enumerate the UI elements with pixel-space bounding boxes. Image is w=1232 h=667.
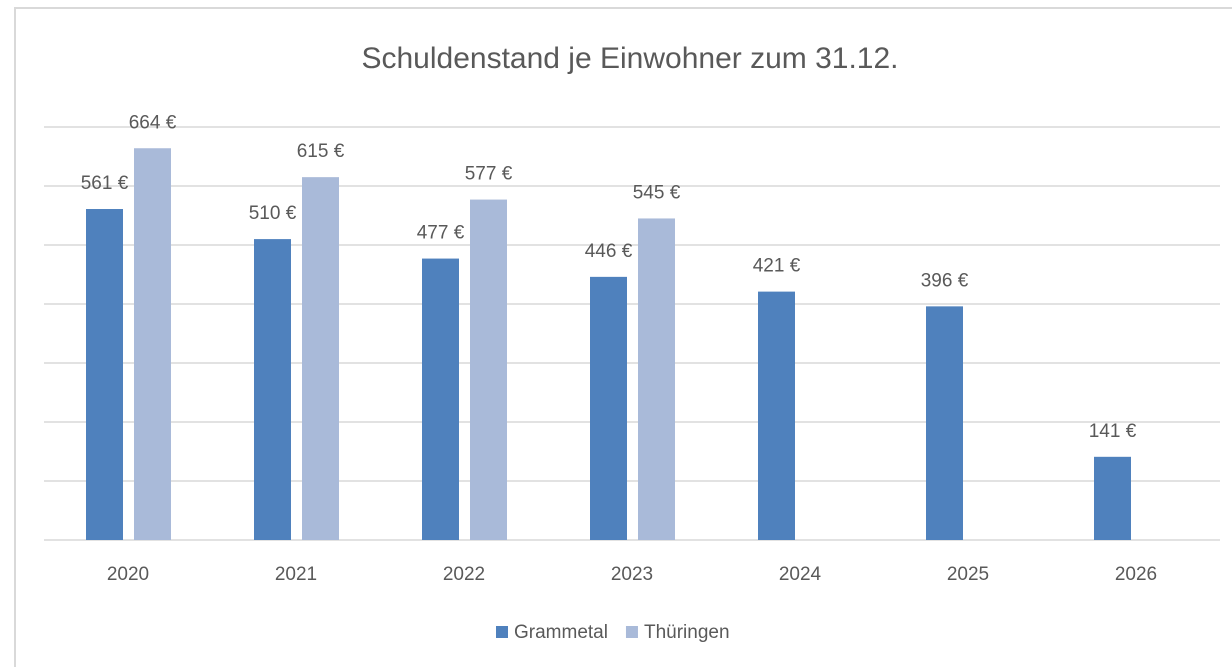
legend-label: Grammetal — [514, 622, 608, 643]
x-tick-label: 2023 — [611, 564, 653, 585]
legend-swatch — [625, 626, 638, 638]
bar — [638, 218, 675, 540]
data-label: 477 € — [417, 223, 465, 244]
data-label: 396 € — [921, 270, 969, 291]
data-label: 561 € — [81, 173, 129, 194]
data-label: 141 € — [1089, 421, 1137, 442]
x-tick-label: 2025 — [947, 564, 989, 585]
bar — [302, 177, 339, 540]
bar — [926, 306, 963, 540]
bar — [422, 258, 459, 540]
chart-title: Schuldenstand je Einwohner zum 31.12. — [361, 42, 898, 75]
legend-swatch — [496, 626, 508, 638]
x-tick-label: 2022 — [443, 564, 485, 585]
x-tick-label: 2021 — [275, 564, 317, 585]
bar — [1094, 456, 1131, 540]
data-label: 421 € — [753, 256, 801, 277]
data-label: 545 € — [633, 182, 681, 203]
legend-label: Thüringen — [644, 622, 730, 643]
bar — [254, 239, 291, 540]
data-label: 664 € — [129, 112, 177, 133]
data-label: 510 € — [249, 203, 297, 224]
x-tick-label: 2026 — [1115, 564, 1157, 585]
bar — [86, 209, 123, 540]
bar — [134, 148, 171, 541]
data-label: 577 € — [465, 164, 513, 185]
bar — [758, 291, 795, 540]
x-tick-label: 2020 — [107, 564, 149, 585]
bar — [470, 199, 507, 540]
data-label: 615 € — [297, 141, 345, 162]
data-label: 446 € — [585, 241, 633, 262]
x-tick-label: 2024 — [779, 564, 822, 585]
bar — [590, 276, 627, 540]
